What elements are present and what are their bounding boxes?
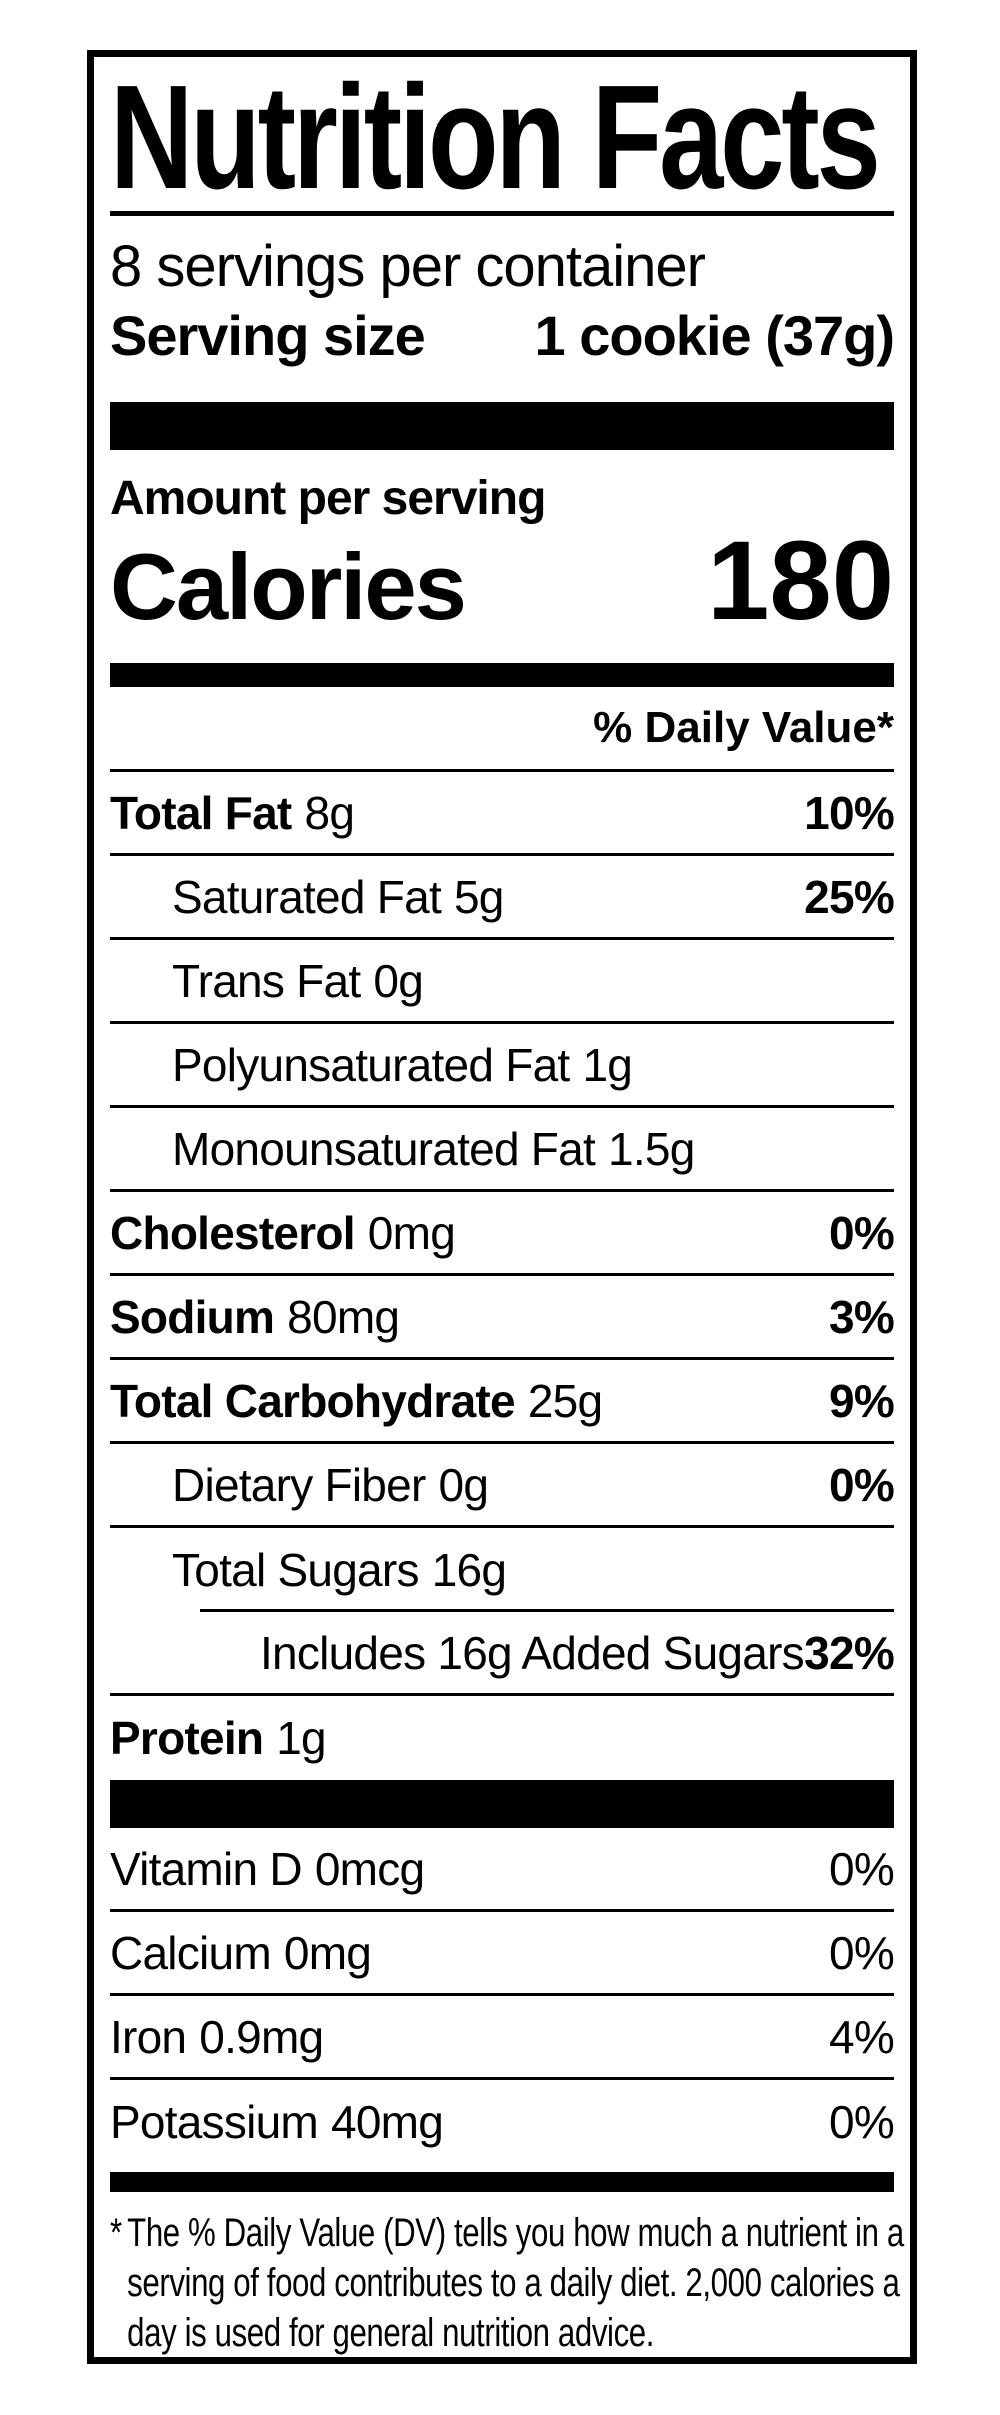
nutrient-daily-value: 10%	[804, 786, 895, 839]
nutrient-row: Cholesterol 0mg 0%	[110, 1192, 895, 1276]
nutrient-daily-value: 0%	[829, 1206, 895, 1259]
nutrient-daily-value: 0%	[829, 2096, 895, 2148]
title-rule	[110, 211, 894, 216]
nutrient-amount: 1.5g	[608, 1122, 695, 1175]
thick-divider-bar	[110, 402, 894, 450]
micronutrient-table: Vitamin D 0mcg 0% Calcium 0mg 0% Iron 0.9mg 4% Po…	[110, 1828, 895, 2164]
nutrient-daily-value: 0%	[829, 1842, 895, 1895]
nutrient-row: Total Carbohydrate 25g 9%	[110, 1360, 895, 1444]
nutrient-row: Sodium 80mg 3%	[110, 1276, 895, 1360]
micronutrient-row: Potassium 40mg 0%	[110, 2080, 895, 2164]
nutrient-amount: 25g	[527, 1374, 603, 1427]
nutrient-daily-value: 4%	[829, 2010, 895, 2063]
nutrient-row: Total Sugars 16g	[110, 1528, 894, 1612]
nutrient-name: Polyunsaturated Fat	[172, 1038, 570, 1091]
nutrient-name: Dietary Fiber	[172, 1458, 426, 1511]
nutrient-amount: 0.9mg	[199, 2010, 324, 2063]
nutrient-amount: 0g	[438, 1458, 489, 1511]
nutrient-row: Saturated Fat 5g 25%	[110, 856, 895, 940]
nutrient-row: Protein 1g	[110, 1696, 894, 1780]
nutrient-row: Polyunsaturated Fat 1g	[110, 1024, 894, 1108]
servings-per-container: 8 servings per container	[110, 234, 706, 299]
nutrient-amount: 16g	[431, 1544, 507, 1596]
nutrient-name: Protein	[110, 1712, 264, 1764]
nutrient-row: Dietary Fiber 0g 0%	[110, 1444, 895, 1528]
nutrient-name: Includes 16g Added Sugars	[260, 1626, 805, 1679]
nutrient-amount: 0mg	[367, 1206, 456, 1259]
label-title: Nutrition Facts	[110, 55, 881, 220]
footnote-line: serving of food contributes to a daily d…	[127, 2261, 900, 2305]
micronutrient-row: Vitamin D 0mcg 0%	[110, 1828, 895, 1912]
nutrient-row: Includes 16g Added Sugars 32%	[110, 1612, 895, 1696]
nutrient-name: Total Sugars	[172, 1544, 419, 1596]
nutrient-amount: 1g	[582, 1038, 633, 1091]
serving-size-value: 1 cookie (37g)	[534, 304, 895, 367]
micronutrient-row: Iron 0.9mg 4%	[110, 1996, 895, 2080]
serving-size-label: Serving size	[110, 304, 426, 367]
medium-divider-bar	[110, 663, 894, 687]
footnote-asterisk: *	[110, 2211, 122, 2255]
calories-row: Calories 180	[110, 518, 894, 643]
daily-value-header: % Daily Value*	[110, 687, 894, 772]
micronutrient-row: Calcium 0mg 0%	[110, 1912, 895, 1996]
nutrient-name: Trans Fat	[172, 954, 361, 1007]
nutrient-row: Total Fat 8g 10%	[110, 772, 895, 856]
nutrient-name: Total Carbohydrate	[110, 1374, 516, 1427]
nutrient-row: Trans Fat 0g	[110, 940, 894, 1024]
serving-size-row: Serving size 1 cookie (37g)	[110, 300, 895, 372]
nutrient-amount: 0g	[373, 954, 424, 1007]
nutrient-name: Cholesterol	[110, 1206, 356, 1259]
nutrition-facts-label: Nutrition Facts 8 servings per container…	[87, 50, 917, 2364]
nutrient-daily-value: 0%	[829, 1926, 895, 1979]
calories-value: 180	[707, 518, 894, 643]
nutrient-name: Vitamin D	[110, 1842, 303, 1895]
nutrient-name: Monounsaturated Fat	[172, 1122, 596, 1175]
small-divider-bar	[110, 2172, 894, 2192]
footnote: * The % Daily Value (DV) tells you how m…	[110, 2208, 910, 2357]
nutrient-amount: 8g	[304, 786, 355, 839]
nutrient-daily-value: 9%	[829, 1374, 895, 1427]
thick-divider-bar	[110, 1780, 894, 1828]
nutrient-amount: 0mg	[283, 1926, 372, 1979]
footnote-line: The % Daily Value (DV) tells you how muc…	[127, 2211, 904, 2255]
nutrient-daily-value: 0%	[829, 1458, 895, 1511]
nutrient-table: Total Fat 8g 10% Saturated Fat 5g 25% Trans Fa…	[110, 772, 895, 1780]
footnote-line: day is used for general nutrition advice…	[127, 2311, 655, 2355]
nutrient-amount: 80mg	[287, 1290, 400, 1343]
nutrient-name: Total Fat	[110, 786, 292, 839]
nutrient-name: Saturated Fat	[172, 870, 442, 923]
nutrient-amount: 5g	[453, 870, 504, 923]
nutrient-name: Iron	[110, 2010, 187, 2063]
calories-label: Calories	[110, 534, 467, 639]
nutrient-daily-value: 3%	[829, 1290, 895, 1343]
nutrient-amount: 40mg	[331, 2096, 444, 2148]
nutrient-name: Calcium	[110, 1926, 272, 1979]
nutrient-name: Sodium	[110, 1290, 275, 1343]
nutrient-amount: 0mcg	[314, 1842, 425, 1895]
amount-per-serving-label: Amount per serving	[110, 472, 546, 525]
footnote-text: The % Daily Value (DV) tells you how muc…	[127, 2208, 910, 2357]
nutrient-name: Potassium	[110, 2096, 319, 2148]
nutrient-amount: 1g	[276, 1712, 326, 1764]
nutrient-daily-value: 25%	[804, 870, 895, 923]
nutrient-row: Monounsaturated Fat 1.5g	[110, 1108, 894, 1192]
nutrient-daily-value: 32%	[804, 1626, 895, 1679]
